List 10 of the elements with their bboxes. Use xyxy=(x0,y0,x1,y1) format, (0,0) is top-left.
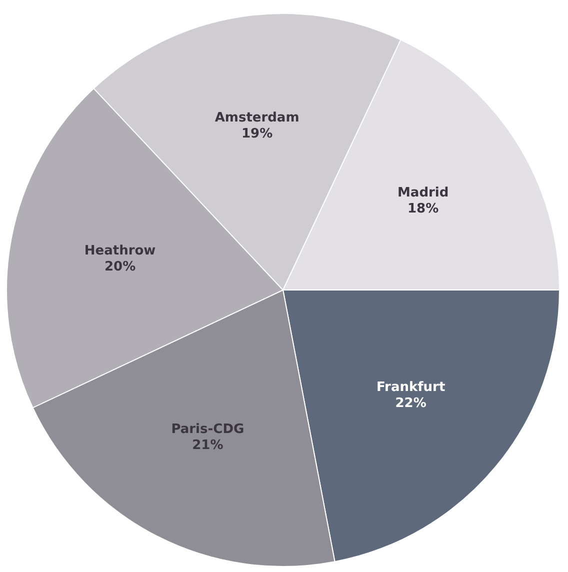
slice-label: Frankfurt xyxy=(376,380,446,396)
slice-label: Madrid xyxy=(397,185,449,200)
data-label: 21% xyxy=(192,438,224,454)
data-label: 22% xyxy=(395,396,426,412)
data-label: 20% xyxy=(104,259,136,274)
data-label: 19% xyxy=(241,126,273,142)
slice-label: Paris-CDG xyxy=(171,422,244,438)
data-label: 18% xyxy=(408,201,439,216)
slice-label: Amsterdam xyxy=(214,110,300,126)
slice-label: Heathrow xyxy=(84,243,156,258)
